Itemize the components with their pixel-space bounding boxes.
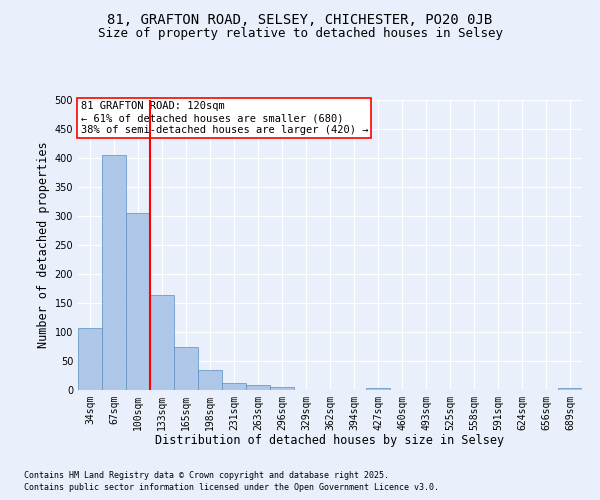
Text: 81, GRAFTON ROAD, SELSEY, CHICHESTER, PO20 0JB: 81, GRAFTON ROAD, SELSEY, CHICHESTER, PO…	[107, 12, 493, 26]
Bar	[198, 370, 222, 390]
Bar	[150, 296, 174, 390]
Bar	[126, 213, 150, 390]
Bar	[270, 386, 294, 390]
Text: Contains HM Land Registry data © Crown copyright and database right 2025.: Contains HM Land Registry data © Crown c…	[24, 470, 389, 480]
Bar	[78, 328, 102, 390]
Bar	[102, 155, 126, 390]
Bar	[366, 388, 390, 390]
Text: Contains public sector information licensed under the Open Government Licence v3: Contains public sector information licen…	[24, 483, 439, 492]
Bar	[558, 388, 582, 390]
X-axis label: Distribution of detached houses by size in Selsey: Distribution of detached houses by size …	[155, 434, 505, 448]
Y-axis label: Number of detached properties: Number of detached properties	[37, 142, 50, 348]
Bar	[222, 383, 246, 390]
Bar	[246, 385, 270, 390]
Text: Size of property relative to detached houses in Selsey: Size of property relative to detached ho…	[97, 28, 503, 40]
Text: 81 GRAFTON ROAD: 120sqm
← 61% of detached houses are smaller (680)
38% of semi-d: 81 GRAFTON ROAD: 120sqm ← 61% of detache…	[80, 102, 368, 134]
Bar	[174, 346, 198, 390]
